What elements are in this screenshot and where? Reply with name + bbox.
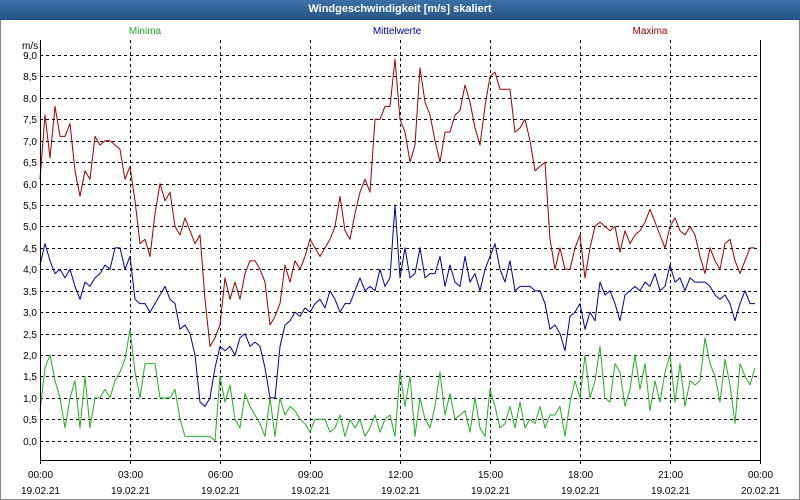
x-tick-time-label: 15:00 bbox=[478, 470, 503, 481]
x-tick-date-label: 19.02.21 bbox=[21, 486, 60, 497]
y-tick-label: 4,0 bbox=[23, 265, 37, 276]
x-tick-date-label: 19.02.21 bbox=[651, 486, 690, 497]
x-tick-time-label: 00:00 bbox=[28, 470, 53, 481]
y-tick-label: 6,0 bbox=[23, 180, 37, 191]
y-tick-label: 1,5 bbox=[23, 372, 37, 383]
y-tick-label: 3,0 bbox=[23, 308, 37, 319]
x-tick-time-label: 21:00 bbox=[658, 470, 683, 481]
x-tick-date-label: 19.02.21 bbox=[111, 486, 150, 497]
x-tick-time-label: 18:00 bbox=[568, 470, 593, 481]
legend-item-minima: Minima bbox=[129, 26, 162, 37]
y-tick-label: 0,0 bbox=[23, 437, 37, 448]
y-tick-label: 8,5 bbox=[23, 72, 37, 83]
x-tick-time-label: 09:00 bbox=[298, 470, 323, 481]
axis-layer bbox=[40, 40, 761, 464]
series-layer bbox=[39, 58, 756, 442]
y-tick-label: 2,5 bbox=[23, 330, 37, 341]
y-tick-label: 5,0 bbox=[23, 222, 37, 233]
legend: Minima Mittelwerte Maxima bbox=[129, 26, 668, 37]
chart-title: Windgeschwindigkeit [m/s] skaliert bbox=[308, 3, 492, 15]
y-tick-label: 6,5 bbox=[23, 158, 37, 169]
x-tick-date-label: 19.02.21 bbox=[471, 486, 510, 497]
window-title-bar: Windgeschwindigkeit [m/s] skaliert bbox=[0, 0, 800, 20]
y-tick-label: 1,0 bbox=[23, 394, 37, 405]
legend-item-maxima: Maxima bbox=[632, 26, 667, 37]
y-tick-label: 7,0 bbox=[23, 137, 37, 148]
x-tick-time-label: 00:00 bbox=[748, 470, 773, 481]
x-tick-time-label: 06:00 bbox=[208, 470, 233, 481]
y-tick-label: 9,0 bbox=[23, 51, 37, 62]
y-axis-label: m/s bbox=[22, 41, 38, 52]
x-tick-date-label: 19.02.21 bbox=[381, 486, 420, 497]
y-tick-label: 0,5 bbox=[23, 415, 37, 426]
y-tick-label: 7,5 bbox=[23, 115, 37, 126]
tick-labels: 0,0 0,5 1,0 1,5 2,0 2,5 3,0 3,5 4,0 4,5 5,0 5,5 6,0 6… bbox=[21, 51, 780, 497]
x-tick-time-label: 03:00 bbox=[118, 470, 143, 481]
y-tick-label: 8,0 bbox=[23, 94, 37, 105]
x-tick-date-label: 19.02.21 bbox=[201, 486, 240, 497]
series-line-minima bbox=[39, 328, 756, 442]
y-tick-label: 5,5 bbox=[23, 201, 37, 212]
legend-item-mittelwerte: Mittelwerte bbox=[373, 26, 422, 37]
series-line-maxima bbox=[39, 58, 755, 347]
x-tick-date-label: 19.02.21 bbox=[561, 486, 600, 497]
x-tick-time-label: 12:00 bbox=[388, 470, 413, 481]
y-tick-label: 3,5 bbox=[23, 287, 37, 298]
x-tick-date-label: 20.02.21 bbox=[741, 486, 780, 497]
y-tick-label: 4,5 bbox=[23, 244, 37, 255]
x-tick-date-label: 19.02.21 bbox=[291, 486, 330, 497]
series-line-mittelwerte bbox=[39, 204, 755, 407]
y-tick-label: 2,0 bbox=[23, 351, 37, 362]
